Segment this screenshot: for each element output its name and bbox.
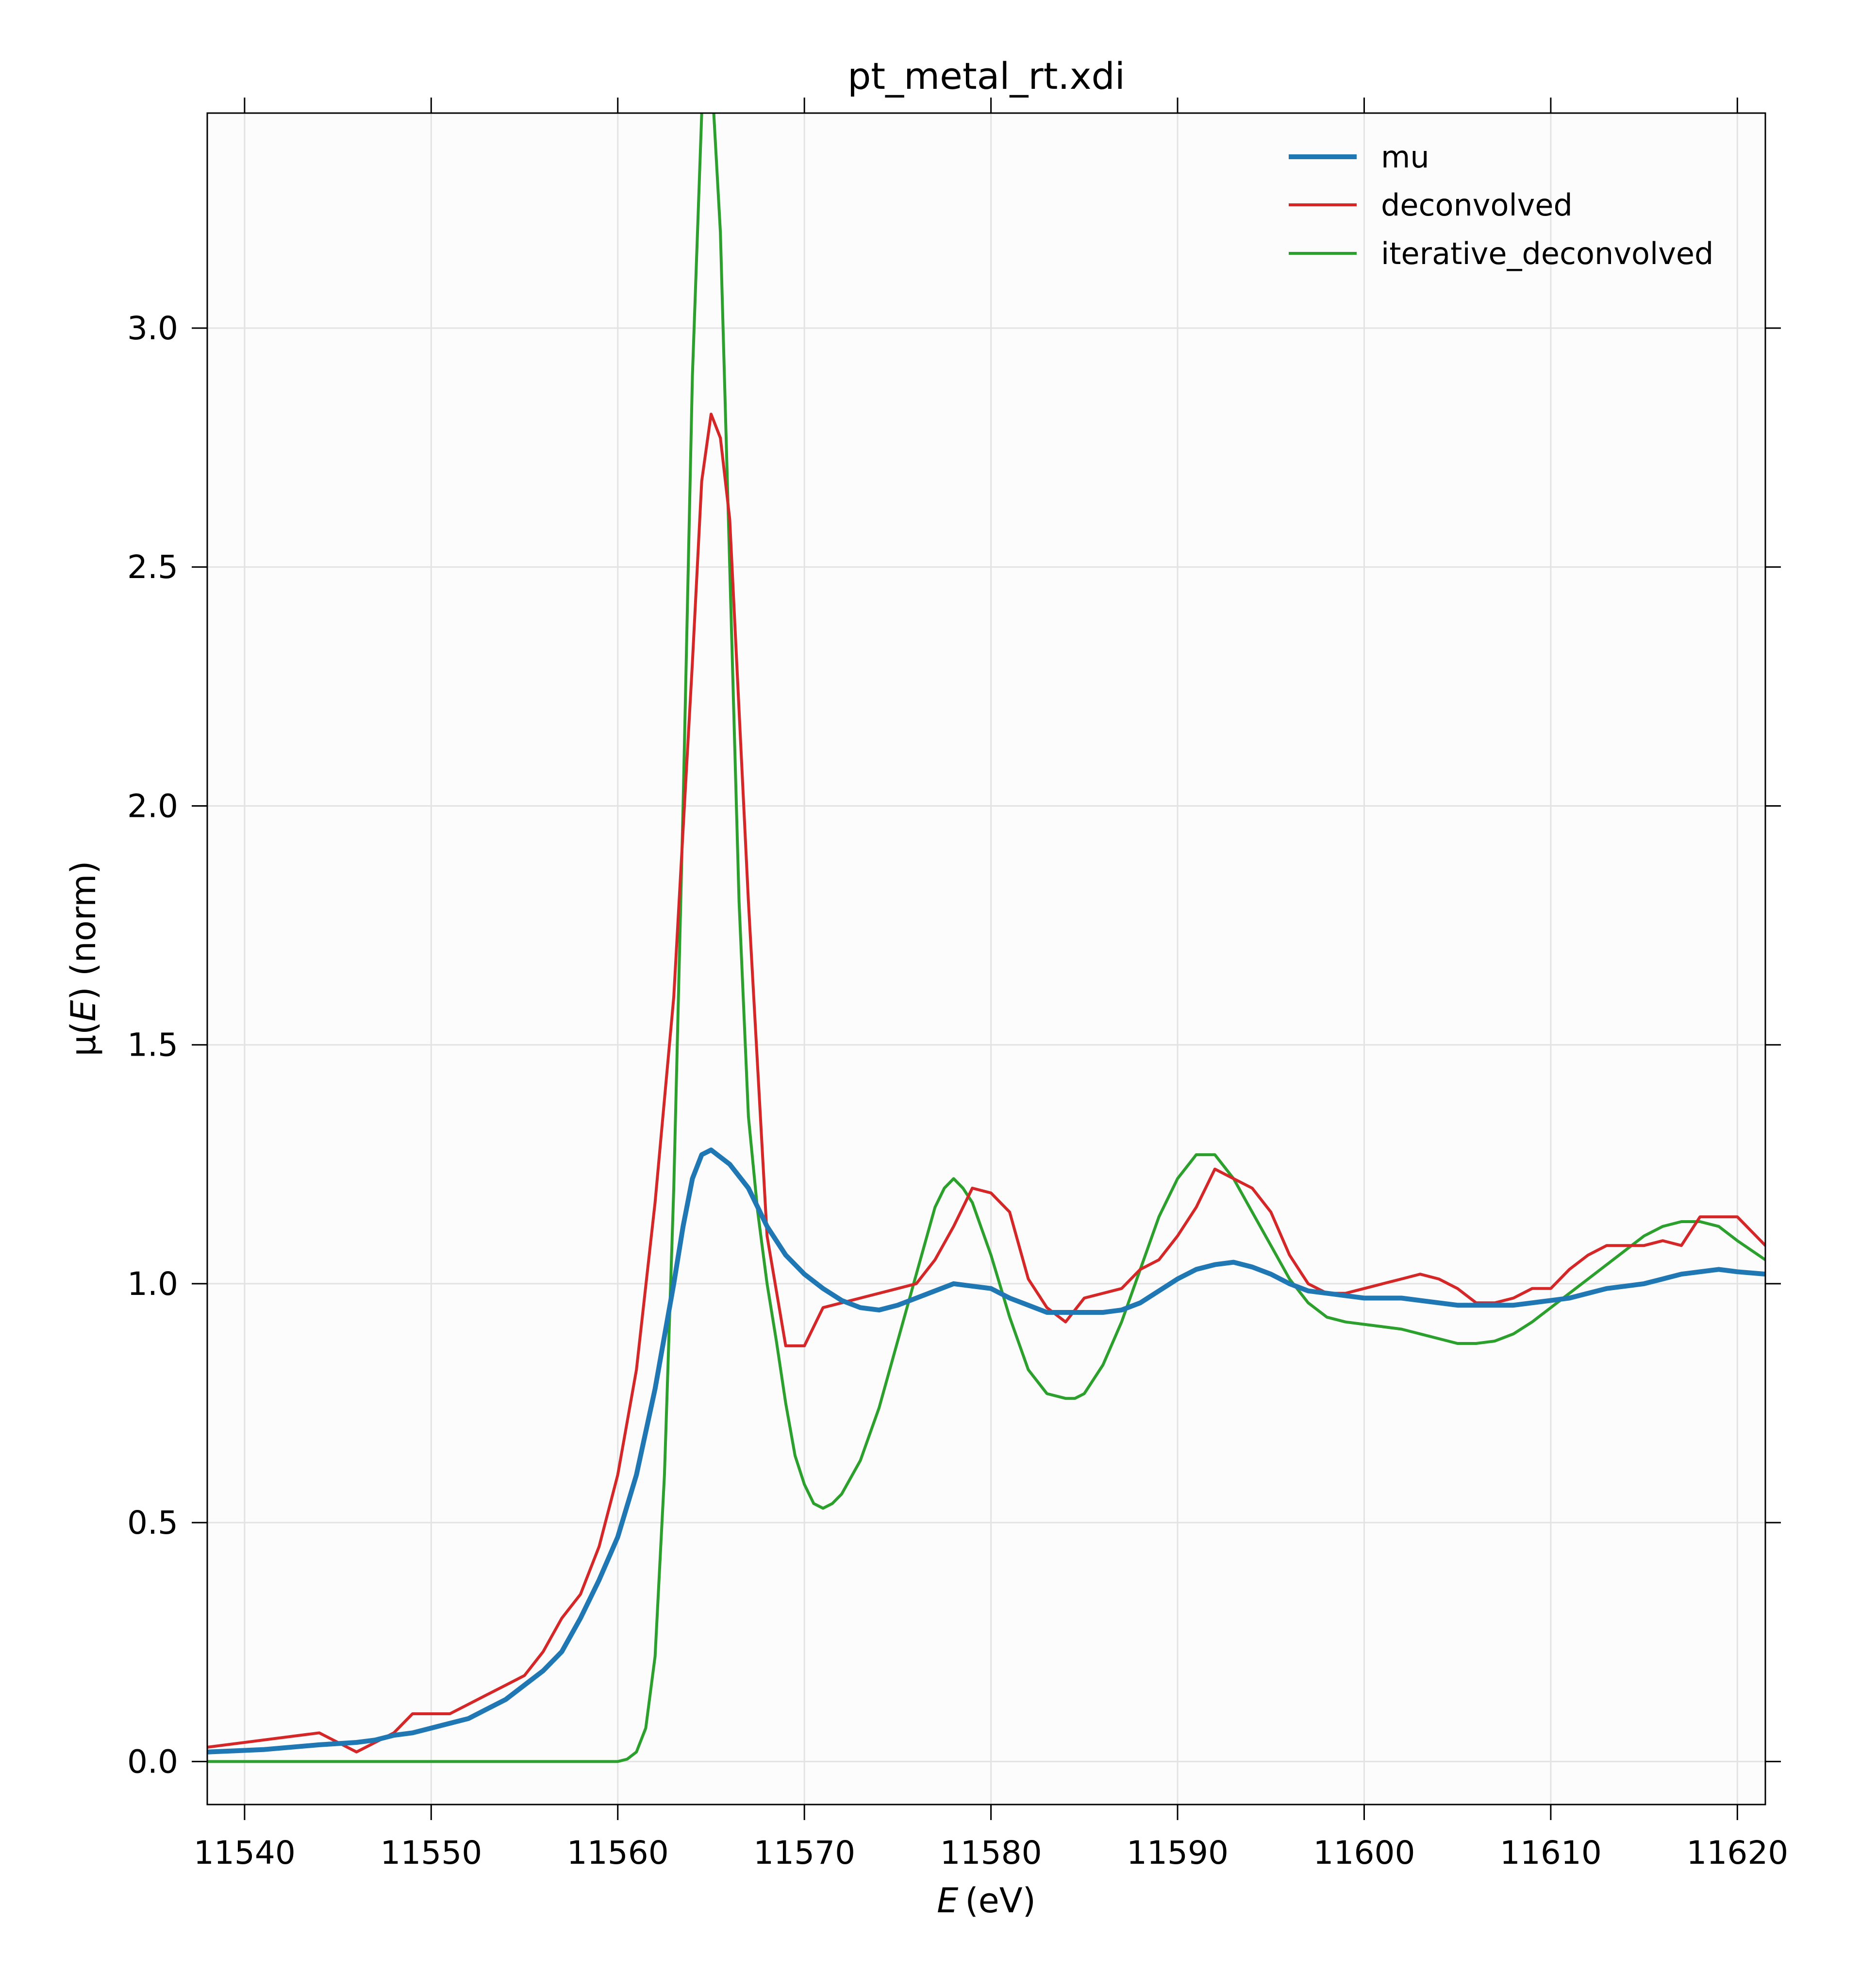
y-axis-label-var: E [64, 1000, 103, 1022]
y-tick-label: 0.5 [127, 1504, 178, 1541]
legend-label-deconvolved: deconvolved [1381, 187, 1573, 223]
legend-label-iterative-deconvolved: iterative_deconvolved [1381, 236, 1713, 271]
y-axis-label-suffix: ) (norm) [64, 861, 103, 1000]
grid [207, 113, 1765, 1805]
legend-label-mu: mu [1381, 139, 1429, 175]
x-tick-labels: 11540 11550 11560 11570 11580 11590 11600 11610… [194, 1834, 1788, 1872]
x-tick-label: 11600 [1313, 1834, 1415, 1872]
x-tick-label: 11620 [1686, 1834, 1788, 1872]
y-tick-label: 1.0 [127, 1265, 178, 1303]
y-tick-label: 2.0 [127, 787, 178, 825]
y-tick-label: 3.0 [127, 310, 178, 347]
chart-title: pt_metal_rt.xdi [847, 54, 1125, 98]
series-line-mu [207, 1147, 1765, 1755]
x-axis-label: E (eV) [937, 1881, 1036, 1921]
x-tick-label: 11590 [1127, 1834, 1229, 1872]
y-tick-label: 1.5 [127, 1027, 178, 1064]
x-tick-label: 11610 [1500, 1834, 1602, 1872]
series-lines [207, 113, 1765, 1763]
x-tick-label: 11580 [940, 1834, 1042, 1872]
y-axis-label-prefix: μ( [64, 1022, 103, 1057]
y-tick-labels: 0.0 0.5 1.0 1.5 2.0 2.5 3.0 [127, 310, 178, 1780]
y-axis-label: μ(E) (norm) [64, 861, 103, 1056]
series-line-deconvolved [207, 413, 1765, 1754]
legend: mu deconvolved iterative_deconvolved [1289, 139, 1713, 271]
plot-frame [206, 112, 1766, 1806]
x-axis-label-var: E [937, 1881, 959, 1921]
x-tick-label: 11570 [753, 1834, 855, 1872]
ticks [192, 98, 1781, 1820]
x-tick-label: 11540 [194, 1834, 296, 1872]
x-tick-label: 11550 [380, 1834, 482, 1872]
x-axis-label-unit: (eV) [965, 1881, 1036, 1921]
plot-area [207, 113, 1765, 1805]
y-tick-label: 0.0 [127, 1743, 178, 1780]
x-tick-label: 11560 [567, 1834, 669, 1872]
y-tick-label: 2.5 [127, 548, 178, 586]
